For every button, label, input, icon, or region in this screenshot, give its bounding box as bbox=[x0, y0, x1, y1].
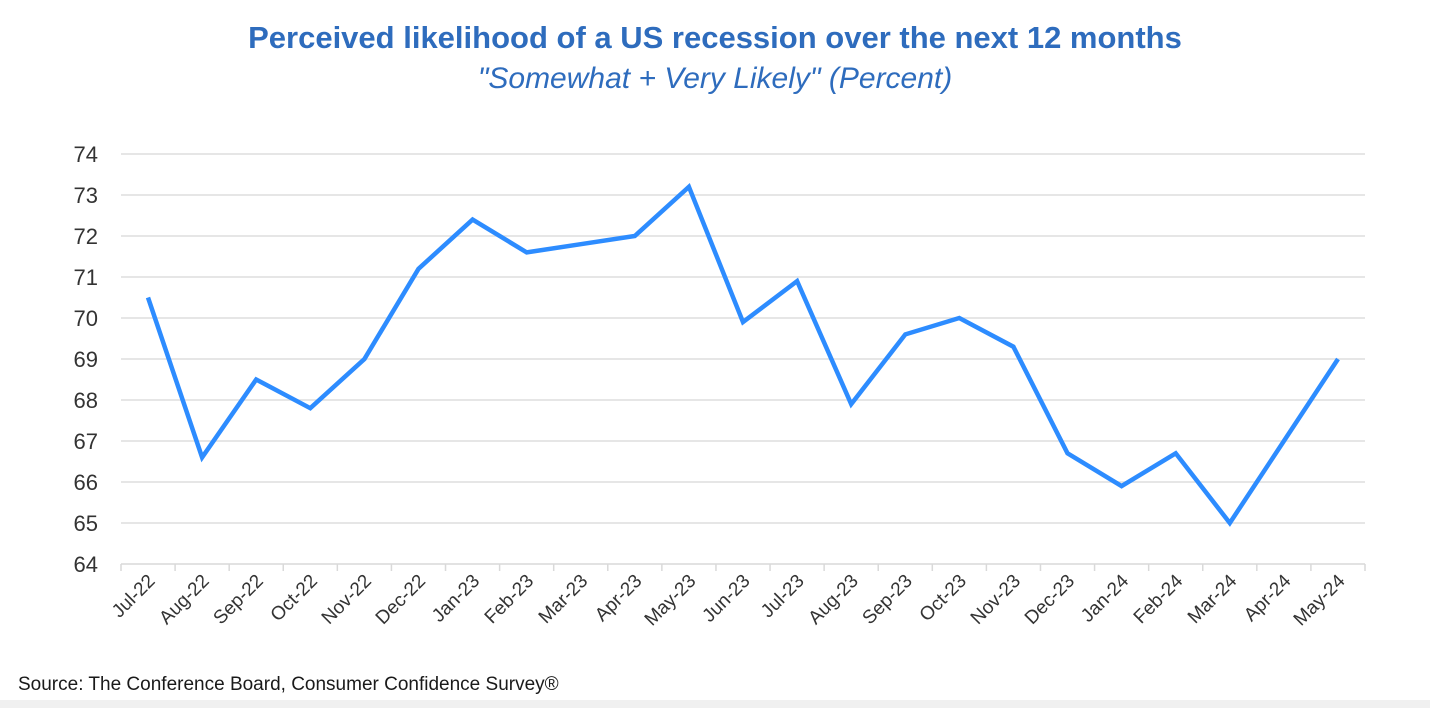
y-tick-label: 65 bbox=[74, 511, 98, 536]
x-tick-label: Nov-23 bbox=[967, 571, 1025, 629]
x-tick-label: Sep-23 bbox=[859, 571, 917, 629]
series-line-path bbox=[145, 182, 1340, 527]
y-tick-label: 71 bbox=[74, 265, 98, 290]
x-tick-label: Nov-22 bbox=[318, 571, 376, 629]
x-tick-label: Aug-22 bbox=[155, 571, 213, 629]
x-tick-label: Jul-23 bbox=[757, 571, 808, 622]
y-tick-label: 64 bbox=[74, 552, 98, 577]
x-tick-label: Jan-23 bbox=[428, 571, 484, 627]
x-tick-label: Dec-23 bbox=[1021, 571, 1079, 629]
x-tick-label: Dec-22 bbox=[372, 571, 430, 629]
x-tick-label: Apr-23 bbox=[591, 571, 646, 626]
y-tick-label: 73 bbox=[74, 183, 98, 208]
x-tick-label: Aug-23 bbox=[805, 571, 863, 629]
x-tick-label: Sep-22 bbox=[210, 571, 268, 629]
source-note: Source: The Conference Board, Consumer C… bbox=[18, 674, 559, 695]
x-axis: Jul-22Aug-22Sep-22Oct-22Nov-22Dec-22Jan-… bbox=[108, 563, 1366, 631]
x-tick-label: Feb-24 bbox=[1130, 570, 1188, 628]
x-tick-label: Jun-23 bbox=[699, 571, 755, 627]
x-tick-label: Mar-24 bbox=[1184, 570, 1242, 628]
x-tick-label: Feb-23 bbox=[481, 571, 538, 628]
x-tick-label: May-24 bbox=[1290, 570, 1350, 630]
series-line bbox=[145, 182, 1340, 527]
chart-title: Perceived likelihood of a US recession o… bbox=[248, 20, 1182, 55]
y-tick-label: 68 bbox=[74, 388, 98, 413]
chart-subtitle: "Somewhat + Very Likely" (Percent) bbox=[477, 62, 953, 95]
y-axis-ticks: 64 65 66 67 68 69 70 71 72 73 74 bbox=[74, 142, 98, 577]
y-tick-label: 67 bbox=[74, 429, 98, 454]
y-tick-label: 66 bbox=[74, 470, 98, 495]
x-tick-label: Mar-23 bbox=[535, 571, 592, 628]
y-tick-label: 74 bbox=[74, 142, 98, 167]
x-tick-label: Jul-22 bbox=[108, 571, 159, 622]
x-tick-label: May-23 bbox=[641, 571, 701, 631]
bottom-band bbox=[0, 700, 1430, 708]
x-tick-label: Oct-23 bbox=[916, 571, 971, 626]
x-tick-label: Oct-22 bbox=[267, 571, 322, 626]
gridlines bbox=[121, 153, 1365, 524]
x-tick-label: Apr-24 bbox=[1240, 570, 1295, 625]
x-tick-label: Jan-24 bbox=[1077, 570, 1133, 626]
y-tick-label: 70 bbox=[74, 306, 98, 331]
y-tick-label: 72 bbox=[74, 224, 98, 249]
y-tick-label: 69 bbox=[74, 347, 98, 372]
